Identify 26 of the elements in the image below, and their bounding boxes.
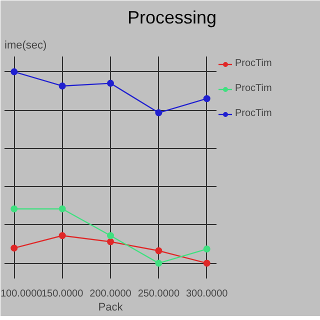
x-tick-label: 200.0000 xyxy=(90,288,132,300)
point xyxy=(203,95,210,102)
point xyxy=(107,238,114,246)
point xyxy=(10,68,18,76)
chart-title: Processing xyxy=(127,8,217,28)
point xyxy=(155,260,162,267)
y-axis-title: ime(sec) xyxy=(4,40,47,52)
legend-label: ProcTim xyxy=(235,108,272,119)
x-tick-label: 100.0000 xyxy=(0,288,43,300)
point xyxy=(58,82,66,90)
point xyxy=(203,246,210,253)
point xyxy=(58,232,66,240)
point xyxy=(107,80,114,87)
point xyxy=(155,247,162,254)
point xyxy=(10,244,18,252)
x-tick-label: 250.0000 xyxy=(138,288,180,300)
x-tick-label: 150.0000 xyxy=(41,288,84,300)
x-axis-title: Pack xyxy=(98,302,124,314)
point xyxy=(203,260,210,267)
legend-label: ProcTim xyxy=(235,83,272,94)
point xyxy=(58,205,66,212)
x-tick-label: 300.0000 xyxy=(186,288,228,300)
legend-label: ProcTim xyxy=(235,58,272,69)
point xyxy=(107,232,114,240)
point xyxy=(10,205,18,212)
point xyxy=(155,109,162,116)
